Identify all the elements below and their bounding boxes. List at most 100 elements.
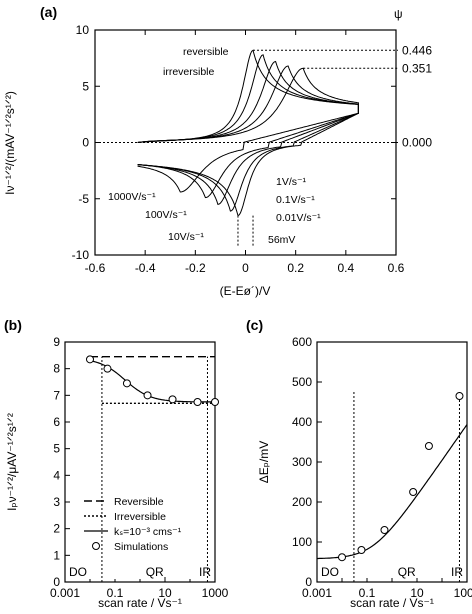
- panel-b-xtick-label: 0.001: [50, 586, 80, 600]
- panel-b-label: (b): [4, 317, 22, 333]
- zone-label: IR: [451, 565, 463, 579]
- legend-irreversible: Irreversible: [114, 511, 166, 523]
- irreversible-label: irreversible: [163, 66, 215, 78]
- panel-c-ytick-label: 300: [292, 455, 312, 469]
- panel-a-xtick-label: -0.2: [185, 261, 206, 275]
- panel-b-ytick-label: 5: [53, 442, 60, 456]
- scan-rate-label-100: 100V/s⁻¹: [145, 209, 187, 221]
- panel-b-ytick-label: 3: [53, 495, 60, 509]
- panel-b: (b) 0.001 0.1 10 1000 0 1 2 3 4 5 6 7 8 9 DO QR IR Reve…: [4, 317, 229, 610]
- panel-c-xtick-label: 0.1: [359, 586, 376, 600]
- zone-label: DO: [321, 565, 339, 579]
- panel-b-xtick-label: 0.1: [107, 586, 124, 600]
- panel-c-ytick-label: 0: [305, 575, 312, 589]
- panel-a-xtick-label: 0.2: [287, 261, 304, 275]
- psi-value: 0.446: [402, 43, 432, 57]
- legend-simulations: Simulations: [114, 541, 168, 553]
- panel-c-ylabel: ΔEₚ/mV: [257, 441, 271, 484]
- panel-a-ylabel: Iν⁻¹ᐟ²/(mAV⁻¹ᐟ²s¹ᐟ²): [3, 91, 17, 195]
- panel-b-plot: DO QR IR: [69, 355, 219, 582]
- panel-a-curves: [137, 49, 359, 217]
- delta-ep-curve: [317, 424, 468, 560]
- panel-a-ytick-label: 5: [82, 79, 89, 93]
- panel-a-xtick-label: -0.6: [85, 261, 106, 275]
- panel-c-ytick-label: 400: [292, 415, 312, 429]
- scan-rate-labels: 1000V/s⁻¹ 100V/s⁻¹ 10V/s⁻¹ 1V/s⁻¹ 0.1V/s…: [108, 176, 321, 243]
- panel-a-xtick-label: 0: [242, 261, 249, 275]
- panel-c-ticks: 0.001 0.1 10 1000 0 100 200 300 400 500 600: [292, 335, 472, 600]
- panel-b-ytick-label: 8: [53, 362, 60, 376]
- panel-b-ytick-label: 4: [53, 468, 60, 482]
- simulation-point: [424, 442, 433, 450]
- panel-a-ytick-label: 10: [76, 23, 90, 37]
- panel-a-ytick-label: -10: [72, 248, 90, 262]
- panel-b-ylabel: Iₚν⁻¹ᐟ²/μAV⁻¹ᐟ²s¹ᐟ²: [5, 413, 19, 511]
- legend-simulations-swatch: [92, 542, 100, 550]
- panel-b-ytick-label: 0: [53, 575, 60, 589]
- panel-a-cv-curve: [137, 67, 359, 193]
- panel-b-xtick-label: 10: [158, 586, 172, 600]
- panel-a-xtick-label: 0.6: [388, 261, 405, 275]
- legend-ks: kₛ=10⁻³ cms⁻¹: [114, 526, 182, 538]
- simulation-point: [338, 553, 346, 562]
- scan-rate-label-0.01: 0.01V/s⁻¹: [276, 212, 321, 224]
- zone-label: QR: [398, 565, 416, 579]
- zone-label: DO: [69, 565, 87, 579]
- zone-label: IR: [199, 565, 211, 579]
- panel-a-psi-guides: 0.446 0.351 0.000: [237, 43, 432, 246]
- panel-c-xtick-label: 0.001: [302, 586, 332, 600]
- simulation-point: [168, 395, 177, 404]
- panel-b-xtick-label: 1000: [202, 586, 229, 600]
- panel-c-xtick-label: 10: [410, 586, 424, 600]
- legend-reversible: Reversible: [114, 496, 164, 508]
- simulation-point: [409, 488, 418, 496]
- panel-b-legend: Reversible Irreversible kₛ=10⁻³ cms⁻¹ Si…: [84, 496, 182, 553]
- panel-b-ticks: 0.001 0.1 10 1000 0 1 2 3 4 5 6 7 8 9: [50, 335, 229, 600]
- panel-a-xtick-label: -0.4: [135, 261, 156, 275]
- scan-rate-label-0.1: 0.1V/s⁻¹: [276, 194, 315, 206]
- panel-c-frame: [316, 341, 468, 583]
- delta-ep-label: 56mV: [268, 234, 295, 246]
- panel-b-ytick-label: 9: [53, 335, 60, 349]
- panel-c-ytick-label: 500: [292, 375, 312, 389]
- simulation-point: [193, 398, 202, 406]
- panel-c-label: (c): [246, 317, 263, 333]
- panel-a-ytick-label: 0: [82, 136, 89, 150]
- panel-a-xlabel: (E-Eø´)/V: [220, 284, 271, 298]
- simulation-point: [143, 391, 152, 400]
- panel-c-xlabel: scan rate / Vs⁻¹: [350, 596, 434, 610]
- panel-b-ytick-label: 2: [53, 522, 60, 536]
- reversible-label: reversible: [183, 46, 229, 58]
- simulation-point: [455, 392, 464, 400]
- simulation-point: [211, 398, 219, 406]
- panel-b-ytick-label: 1: [53, 548, 60, 562]
- panel-a-ticks: -0.6 -0.4 -0.2 0 0.2 0.4 0.6 -10 -5 0 5 10: [72, 23, 405, 275]
- simulation-point: [357, 546, 366, 554]
- panel-a: (a) ψ -0.6 -0.4 -0.2 0 0.2 0.4 0.6 -10 -5 0 5 10 0.…: [3, 4, 432, 298]
- scan-rate-label-10: 10V/s⁻¹: [168, 231, 204, 243]
- panel-c: (c) 0.001 0.1 10 1000 0 100 200 300 400 500 600 DO…: [246, 317, 472, 610]
- scan-rate-label-1000: 1000V/s⁻¹: [108, 191, 156, 203]
- scan-rate-label-1: 1V/s⁻¹: [276, 176, 307, 188]
- panel-b-xlabel: scan rate / Vs⁻¹: [98, 596, 182, 610]
- psi-label: ψ: [394, 7, 403, 21]
- panel-c-ytick-label: 200: [292, 495, 312, 509]
- panel-c-ytick-label: 100: [292, 535, 312, 549]
- panel-c-ytick-label: 600: [292, 335, 312, 349]
- simulation-point: [103, 364, 112, 373]
- simulation-point: [380, 526, 389, 534]
- panel-a-xtick-label: 0.4: [337, 261, 354, 275]
- simulation-point: [86, 355, 94, 364]
- psi-value: 0.351: [402, 61, 432, 75]
- panel-a-label: (a): [40, 4, 57, 20]
- panel-a-ytick-label: -5: [78, 192, 89, 206]
- psi-value: 0.000: [402, 136, 432, 150]
- panel-a-cv-curve: [137, 60, 359, 206]
- zone-label: QR: [146, 565, 164, 579]
- simulation-point: [122, 379, 131, 388]
- panel-c-xtick-label: 1000: [454, 586, 472, 600]
- panel-b-ytick-label: 7: [53, 388, 60, 402]
- panel-b-ytick-label: 6: [53, 415, 60, 429]
- panel-c-plot: DO QR IR: [317, 390, 468, 582]
